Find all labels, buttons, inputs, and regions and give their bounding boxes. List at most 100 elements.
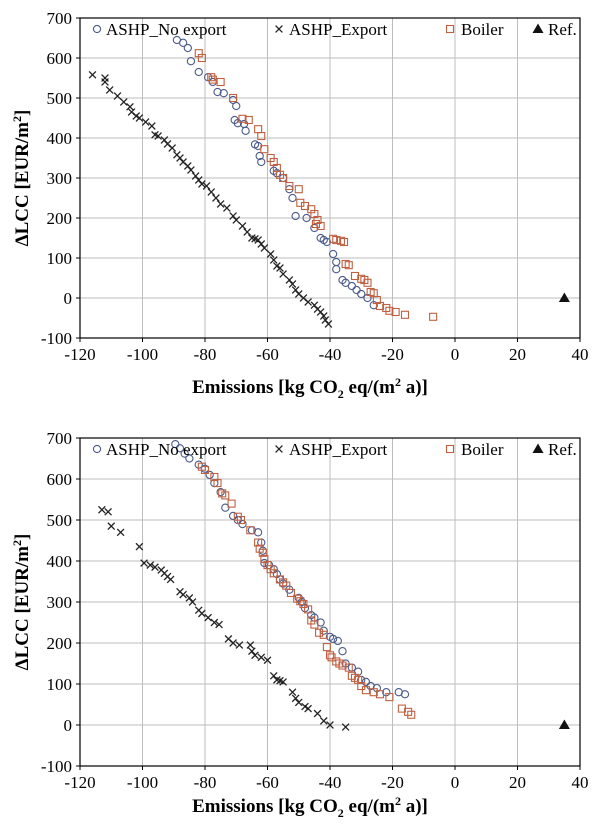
data-point — [289, 194, 296, 201]
legend-label: Boiler — [461, 440, 504, 459]
data-point — [208, 189, 215, 196]
data-point — [108, 523, 115, 530]
data-point — [333, 258, 340, 265]
series-boiler — [198, 463, 414, 718]
x-tick-label: -120 — [64, 773, 95, 792]
legend-marker — [276, 446, 283, 453]
legend-marker — [447, 26, 454, 33]
data-point — [242, 127, 249, 134]
y-tick-label: 0 — [64, 716, 73, 735]
data-point — [169, 145, 176, 152]
data-point — [209, 78, 216, 85]
data-point — [348, 282, 355, 289]
data-point — [252, 652, 259, 659]
data-point — [323, 644, 330, 651]
y-axis-label: ΔLCC [EUR/m2] — [10, 110, 33, 247]
data-point — [353, 286, 360, 293]
data-point — [89, 71, 96, 78]
y-tick-label: 100 — [47, 249, 73, 268]
x-tick-label: -100 — [127, 345, 158, 364]
y-axis-label: ΔLCC [EUR/m2] — [10, 534, 33, 671]
x-tick-label: -60 — [256, 345, 279, 364]
data-point — [142, 119, 149, 126]
x-tick-label: -20 — [381, 773, 404, 792]
x-tick-label: 20 — [509, 345, 526, 364]
data-point — [292, 212, 299, 219]
data-point — [258, 654, 265, 661]
data-point — [217, 201, 224, 208]
y-tick-label: 600 — [47, 49, 73, 68]
data-point — [289, 689, 296, 696]
data-point — [105, 508, 112, 515]
data-point — [362, 687, 369, 694]
data-point — [292, 695, 299, 702]
data-point — [233, 102, 240, 109]
x-tick-label: 40 — [572, 345, 589, 364]
data-point — [106, 87, 113, 94]
legend-label: Boiler — [461, 20, 504, 39]
data-point — [320, 627, 327, 634]
data-point — [136, 115, 143, 122]
data-point — [217, 79, 224, 86]
data-point — [102, 79, 109, 86]
series-boiler — [195, 50, 436, 321]
x-tick-label: 40 — [572, 773, 589, 792]
data-point — [248, 648, 255, 655]
data-point — [325, 321, 332, 328]
y-tick-label: 200 — [47, 634, 73, 653]
y-tick-label: 100 — [47, 675, 73, 694]
y-tick-label: 500 — [47, 511, 73, 530]
data-point — [198, 610, 205, 617]
data-point — [261, 245, 268, 252]
y-tick-label: 400 — [47, 129, 73, 148]
series-ref- — [559, 720, 570, 730]
data-point — [188, 167, 195, 174]
data-point — [186, 595, 193, 602]
x-tick-label: -40 — [319, 773, 342, 792]
data-point — [223, 205, 230, 212]
data-point — [320, 718, 327, 725]
data-point — [239, 521, 246, 528]
grid-lines — [80, 18, 580, 338]
y-tick-label: 0 — [64, 289, 73, 308]
data-point — [295, 699, 302, 706]
legend-label: ASHP_Export — [289, 20, 388, 39]
y-tick-label: 700 — [47, 9, 73, 28]
x-tick-label: 0 — [451, 773, 460, 792]
data-point — [402, 311, 409, 318]
legend-label: Ref. — [548, 440, 577, 459]
data-point — [136, 543, 143, 550]
data-point — [187, 58, 194, 65]
data-point — [401, 691, 408, 698]
x-tick-label: -80 — [194, 773, 217, 792]
x-tick-label: -80 — [194, 345, 217, 364]
data-point — [255, 126, 262, 133]
data-point — [244, 229, 251, 236]
data-point — [295, 186, 302, 193]
x-tick-label: -20 — [381, 345, 404, 364]
data-point — [270, 672, 277, 679]
data-point — [195, 68, 202, 75]
x-tick-label: -100 — [127, 773, 158, 792]
y-tick-label: 600 — [47, 470, 73, 489]
data-point — [98, 506, 105, 513]
data-point — [314, 710, 321, 717]
data-point — [330, 250, 337, 257]
data-point — [239, 223, 246, 230]
data-point — [305, 705, 312, 712]
data-point — [167, 576, 174, 583]
y-tick-label: 500 — [47, 89, 73, 108]
data-point — [206, 471, 213, 478]
x-axis-label: Emissions [kg CO2 eq/(m2 a)] — [192, 375, 428, 401]
data-point — [205, 614, 212, 621]
x-tick-label: -120 — [64, 345, 95, 364]
legend-label: ASHP_No export — [106, 440, 227, 459]
data-point — [305, 299, 312, 306]
y-tick-label: 400 — [47, 552, 73, 571]
data-point — [127, 103, 134, 110]
data-point — [430, 313, 437, 320]
data-point — [339, 648, 346, 655]
legend-marker — [447, 446, 454, 453]
